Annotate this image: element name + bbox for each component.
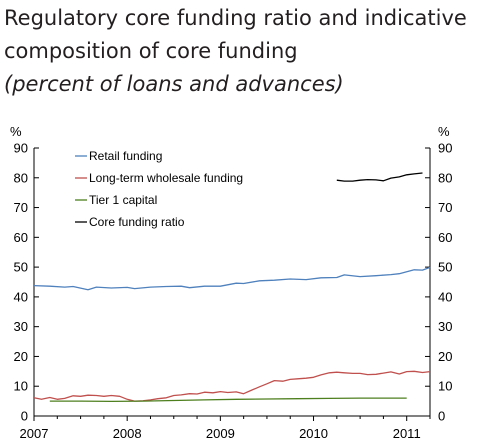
chart-title-line-1: Regulatory core funding ratio and indica… xyxy=(4,6,467,30)
legend-label-retail-funding: Retail funding xyxy=(89,149,162,163)
x-tick-label: 2009 xyxy=(206,426,235,441)
chart-subtitle: (percent of loans and advances) xyxy=(4,72,344,96)
y-tick-label-right: 0 xyxy=(438,409,445,424)
x-tick-label: 2007 xyxy=(20,426,49,441)
legend-label-tier-1-capital: Tier 1 capital xyxy=(89,193,157,207)
y-unit-left: % xyxy=(10,124,22,139)
y-tick-label-right: 90 xyxy=(438,141,452,156)
y-tick-label-right: 40 xyxy=(438,289,452,304)
y-tick-label-left: 40 xyxy=(14,289,28,304)
y-tick-label-left: 0 xyxy=(21,409,28,424)
series-line-long-term-wholesale-funding xyxy=(33,370,431,402)
y-tick-label-right: 70 xyxy=(438,200,452,215)
y-tick-label-right: 20 xyxy=(438,349,452,364)
axes: % % 0 0 10 10 20 20 30 30 40 40 50 50 60 60 70 70 80 80 90 90… xyxy=(10,124,452,441)
series-layer xyxy=(33,172,431,403)
series-line-core-funding-ratio xyxy=(336,172,423,182)
x-tick-label: 2008 xyxy=(113,426,142,441)
series-line-tier-1-capital xyxy=(49,397,407,403)
y-tick-label-left: 70 xyxy=(14,200,28,215)
x-tick-label: 2010 xyxy=(299,426,328,441)
y-tick-label-left: 60 xyxy=(14,230,28,245)
y-tick-label-right: 10 xyxy=(438,379,452,394)
chart-title: Regulatory core funding ratio and indica… xyxy=(4,2,494,101)
y-tick-label-right: 50 xyxy=(438,260,452,275)
y-tick-label-left: 80 xyxy=(14,170,28,185)
chart-title-line-2: composition of core funding xyxy=(4,39,298,63)
legend-label-long-term-wholesale-funding: Long-term wholesale funding xyxy=(89,171,243,185)
y-tick-label-right: 80 xyxy=(438,170,452,185)
y-tick-label-right: 60 xyxy=(438,230,452,245)
y-tick-label-left: 90 xyxy=(14,141,28,156)
y-unit-right: % xyxy=(438,124,450,139)
y-tick-label-left: 20 xyxy=(14,349,28,364)
y-tick-label-left: 10 xyxy=(14,379,28,394)
y-tick-label-right: 30 xyxy=(438,319,452,334)
y-tick-label-left: 30 xyxy=(14,319,28,334)
legend: Retail funding Long-term wholesale fundin… xyxy=(75,149,243,229)
x-tick-label: 2011 xyxy=(393,426,421,441)
y-tick-label-left: 50 xyxy=(14,260,28,275)
legend-label-core-funding-ratio: Core funding ratio xyxy=(89,215,185,229)
series-line-retail-funding xyxy=(33,266,431,291)
